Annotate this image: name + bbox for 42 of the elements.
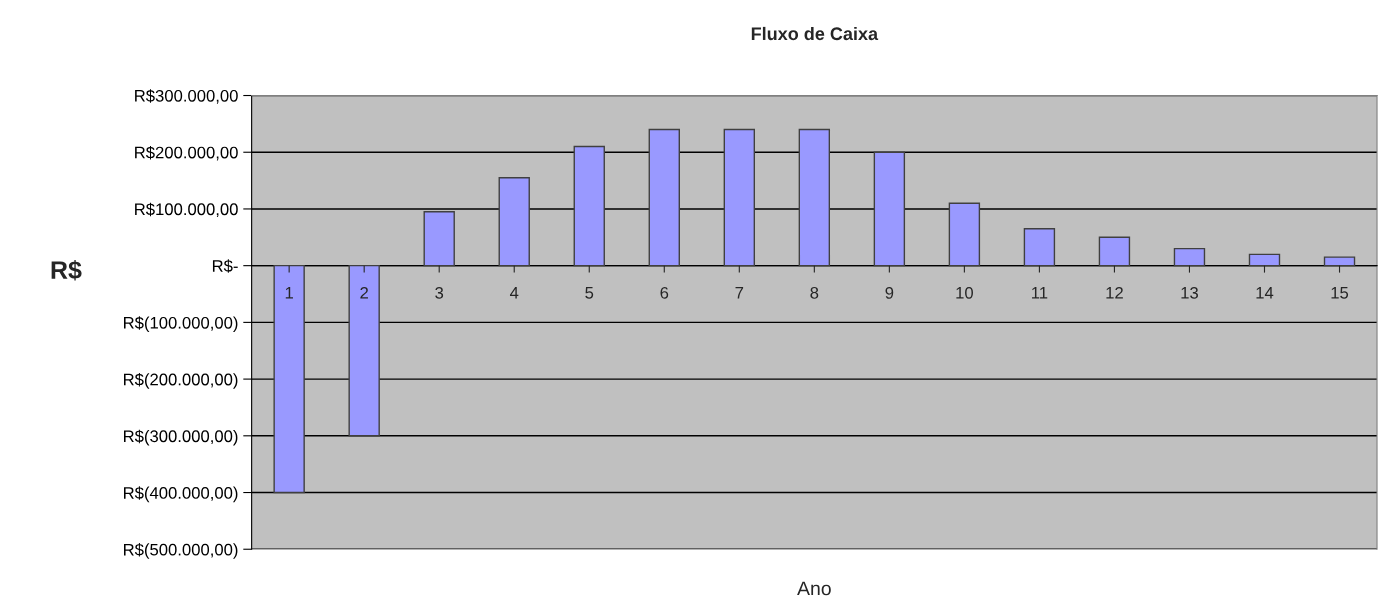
x-tick-label: 13 <box>1181 286 1198 299</box>
bar <box>873 151 906 267</box>
x-tick-label: 8 <box>810 286 819 299</box>
y-tick-label: R$(200.000,00) <box>124 372 238 389</box>
y-tick-label: R$(300.000,00) <box>124 429 238 446</box>
x-tick-label: 11 <box>1032 287 1048 299</box>
bar <box>573 145 605 267</box>
bar <box>948 202 981 267</box>
bar <box>1023 228 1056 267</box>
bar <box>1248 253 1281 267</box>
bar <box>1323 256 1356 267</box>
chart-title: Fluxo de Caixa <box>751 26 879 41</box>
x-tick-label: 12 <box>1106 286 1123 299</box>
x-tick-label: 7 <box>735 287 744 299</box>
x-tick-label: 10 <box>956 286 974 299</box>
bar <box>723 128 756 267</box>
y-axis-title: R$ <box>51 260 82 281</box>
y-tick-label: R$200.000,00 <box>135 145 238 161</box>
x-tick-label: 1 <box>285 287 293 299</box>
bar <box>498 177 530 267</box>
bar <box>348 264 380 437</box>
bar <box>1173 247 1206 267</box>
y-tick-label: R$(500.000,00) <box>124 543 238 559</box>
x-tick-label: 4 <box>509 287 519 299</box>
x-tick-label: 14 <box>1256 287 1274 299</box>
x-tick-label: 5 <box>585 287 594 299</box>
y-tick-label: R$(400.000,00) <box>124 486 238 503</box>
x-tick-label: 9 <box>885 286 894 299</box>
bar <box>648 128 680 267</box>
y-tick-label: R$(100.000,00) <box>124 316 238 332</box>
x-tick-label: 2 <box>360 286 368 299</box>
x-tick-label: 15 <box>1331 287 1349 299</box>
bar <box>273 264 305 494</box>
y-tick-label: R$100.000,00 <box>135 202 238 218</box>
x-tick-label: 6 <box>660 286 669 299</box>
x-tick-label: 3 <box>435 286 444 299</box>
bar <box>423 211 455 267</box>
y-tick-label: R$300.000,00 <box>135 89 238 104</box>
x-axis-title: Ano <box>797 581 831 596</box>
bar <box>798 128 831 267</box>
y-tick-label: R$- <box>212 259 238 273</box>
bar <box>1098 236 1131 267</box>
